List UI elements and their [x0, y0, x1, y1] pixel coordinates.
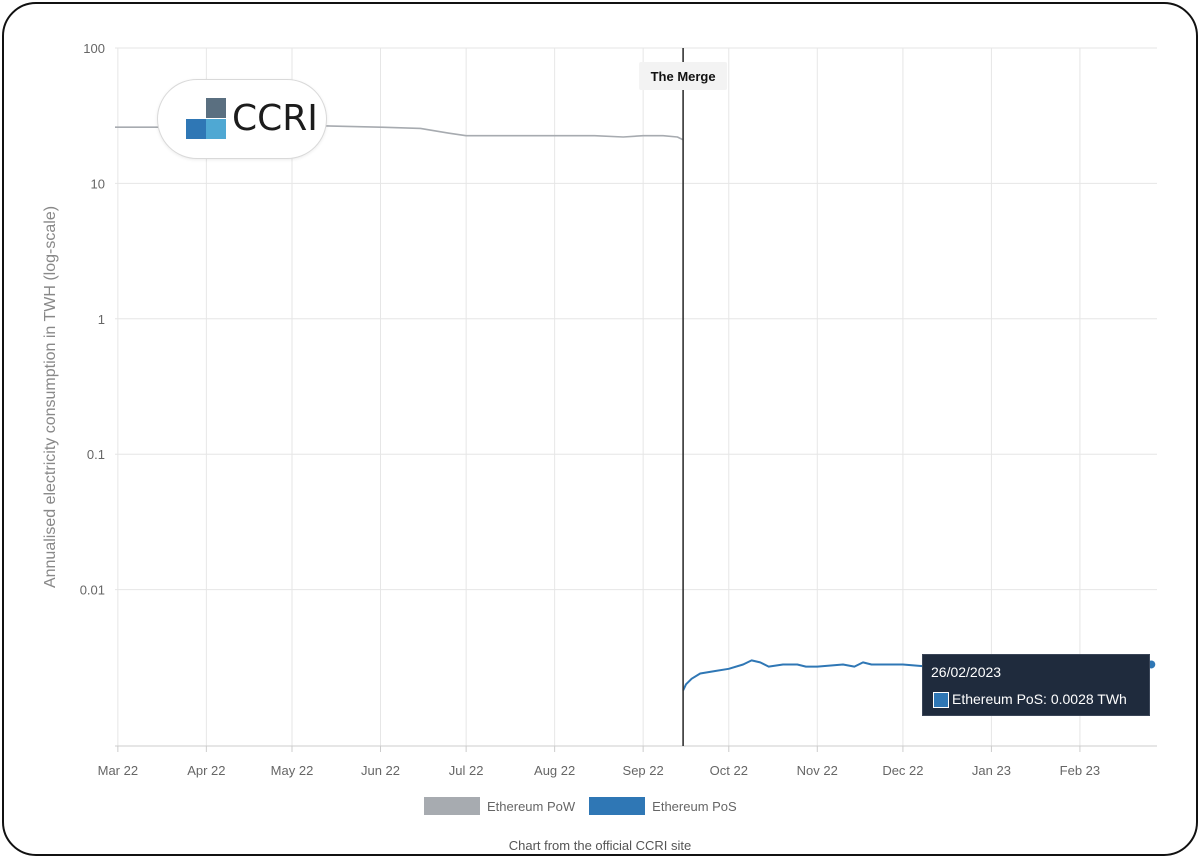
x-tick-label: Oct 22 [710, 763, 748, 778]
x-tick-label: Dec 22 [882, 763, 923, 778]
tooltip-value: Ethereum PoS: 0.0028 TWh [952, 691, 1127, 707]
tooltip-date: 26/02/2023 [931, 664, 1002, 680]
ccri-logo: CCRI [157, 79, 327, 159]
electricity-chart: 100 10 1 0.1 0.01 Mar 22 Apr 22 May 22 Jun 22 Jul… [42, 41, 1157, 778]
y-tick-label: 10 [91, 176, 105, 191]
ccri-logo-text: CCRI [232, 98, 318, 139]
y-tick-label: 100 [83, 41, 105, 56]
x-tick-label: Jan 23 [972, 763, 1011, 778]
x-tick-label: Jun 22 [361, 763, 400, 778]
x-tick-label: Apr 22 [187, 763, 225, 778]
tooltip-swatch [933, 692, 949, 708]
y-tick-label: 1 [98, 312, 105, 327]
x-tick-label: Feb 23 [1060, 763, 1100, 778]
legend-item-pos[interactable]: Ethereum PoS [589, 797, 737, 815]
legend-label-pos: Ethereum PoS [652, 798, 737, 814]
y-tick-label: 0.1 [87, 447, 105, 462]
data-tooltip: 26/02/2023 Ethereum PoS: 0.0028 TWh [922, 654, 1150, 716]
y-axis-title: Annualised electricity consumption in TW… [42, 206, 59, 588]
x-tick-label: May 22 [271, 763, 314, 778]
chart-legend: Ethereum PoW Ethereum PoS [424, 794, 751, 818]
legend-label-pow: Ethereum PoW [487, 798, 576, 814]
merge-label-box [639, 62, 728, 90]
legend-swatch-pos [589, 797, 646, 815]
x-tick-label: Sep 22 [623, 763, 664, 778]
x-tick-label: Aug 22 [534, 763, 575, 778]
x-tick-label: Nov 22 [797, 763, 838, 778]
y-tick-label: 0.01 [80, 583, 105, 598]
merge-label: The Merge [651, 69, 716, 84]
ccri-logo-mark [184, 98, 228, 140]
chart-caption: Chart from the official CCRI site [508, 838, 692, 853]
legend-swatch-pow [424, 797, 480, 815]
x-tick-label: Mar 22 [98, 763, 138, 778]
legend-item-pow[interactable]: Ethereum PoW [424, 797, 575, 815]
x-tick-label: Jul 22 [449, 763, 484, 778]
